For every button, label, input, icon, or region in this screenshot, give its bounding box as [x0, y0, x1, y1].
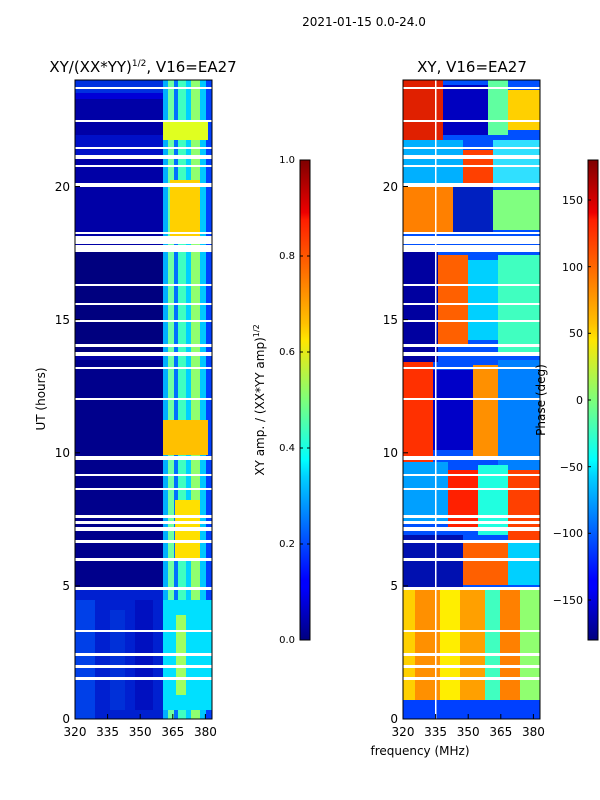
figure-suptitle: 2021-01-15 0.0-24.0	[302, 15, 426, 29]
x-tick-label: 350	[457, 725, 480, 739]
y-axis-label: UT (hours)	[34, 367, 48, 430]
colorbar-tick-label: 50	[569, 327, 583, 340]
colorbar-tick-label: −100	[553, 527, 583, 540]
heatmap-phase-frame	[402, 79, 541, 720]
y-tick-label: 15	[55, 313, 70, 327]
colorbar-amplitude-label-main: XY amp. / (XX*YY amp)	[253, 337, 267, 475]
colorbar-tick-label: −50	[560, 461, 583, 474]
x-tick-label: 380	[522, 725, 545, 739]
colorbar-tick-label: 100	[562, 261, 583, 274]
heatmap-phase	[402, 79, 541, 720]
colorbar-phase: −150 −100 −50 0 50 100 150 Phase (deg)	[534, 159, 599, 641]
x-tick-label: 335	[424, 725, 447, 739]
y-tick-label: 10	[55, 446, 70, 460]
colorbar-tick-label: −150	[553, 594, 583, 607]
x-tick-label: 365	[489, 725, 512, 739]
colorbar-tick-label: 0.8	[279, 251, 295, 262]
colorbar-phase-label: Phase (deg)	[534, 364, 548, 436]
panel-phase: XY, V16=EA27	[370, 58, 544, 758]
y-tick-label: 5	[62, 579, 70, 593]
colorbar-tick-label: 0.4	[279, 443, 295, 454]
y-tick-label: 0	[62, 712, 70, 726]
heatmap-amplitude	[74, 79, 213, 720]
panel-amplitude: XY/(XX*YY)1/2, V16=EA27	[34, 58, 237, 739]
colorbar-tick-label: 0.0	[279, 635, 295, 646]
panel-amplitude-title-main: XY/(XX*YY)	[49, 58, 132, 76]
x-tick-label: 335	[96, 725, 119, 739]
x-axis-label: frequency (MHz)	[370, 744, 469, 758]
axis-phase-x: 320 335 350 365 380	[392, 714, 545, 739]
panel-amplitude-title: XY/(XX*YY)1/2, V16=EA27	[49, 58, 236, 76]
axis-amplitude-x: 320 335 350 365 380	[64, 714, 217, 739]
colorbar-tick-label: 0.6	[279, 347, 295, 358]
colorbar-amplitude-label-sup: 1/2	[252, 324, 261, 337]
panel-phase-title: XY, V16=EA27	[417, 58, 527, 76]
axis-amplitude-y: 0 5 10 15 20 UT (hours)	[34, 180, 80, 726]
y-tick-label: 20	[383, 180, 398, 194]
panel-amplitude-title-sup: 1/2	[132, 59, 146, 69]
y-tick-label: 15	[383, 313, 398, 327]
panel-amplitude-title-rest: , V16=EA27	[146, 58, 236, 76]
colorbar-tick-label: 0.2	[279, 539, 295, 550]
y-tick-label: 20	[55, 180, 70, 194]
y-tick-label: 0	[390, 712, 398, 726]
colorbar-amplitude-label: XY amp. / (XX*YY amp)1/2	[252, 324, 267, 475]
heatmap-amplitude-frame	[74, 79, 213, 720]
y-tick-label: 5	[390, 579, 398, 593]
y-tick-label: 10	[383, 446, 398, 460]
x-tick-label: 320	[64, 725, 87, 739]
x-tick-label: 380	[194, 725, 217, 739]
colorbar-tick-label: 0	[576, 394, 583, 407]
axis-phase-y: 0 5 10 15 20	[383, 180, 408, 726]
x-tick-label: 350	[129, 725, 152, 739]
colorbar-tick-label: 1.0	[279, 155, 295, 166]
x-tick-label: 320	[392, 725, 415, 739]
colorbar-amplitude-gradient	[299, 159, 311, 641]
colorbar-amplitude: 0.0 0.2 0.4 0.6 0.8 1.0 XY amp. / (XX*YY…	[252, 155, 311, 646]
x-tick-label: 365	[161, 725, 184, 739]
colorbar-tick-label: 150	[562, 194, 583, 207]
